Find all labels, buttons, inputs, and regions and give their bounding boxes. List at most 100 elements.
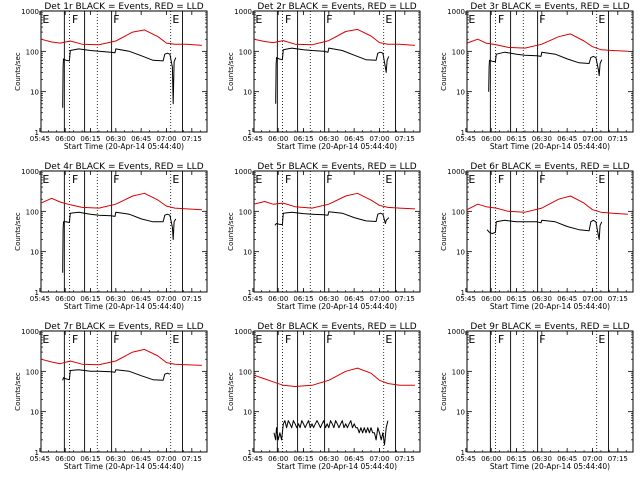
x-tick-label: 07:00 — [369, 295, 389, 303]
event-label: E — [172, 173, 179, 186]
y-tick-label: 100 — [26, 368, 39, 376]
x-tick-label: 06:30 — [106, 135, 126, 143]
y-tick-label: 100 — [239, 368, 252, 376]
x-tick-label: 06:30 — [532, 295, 552, 303]
x-tick-label: 06:15 — [293, 135, 313, 143]
x-tick-label: 07:00 — [369, 135, 389, 143]
x-tick-label: 06:45 — [344, 295, 364, 303]
y-tick-label: 100 — [26, 208, 39, 216]
y-tick-label: 1000 — [447, 328, 465, 336]
y-tick-label: 1000 — [447, 168, 465, 176]
x-axis-label: Start Time (20-Apr-14 05:44:40) — [277, 462, 397, 471]
x-tick-label: 06:30 — [532, 135, 552, 143]
x-tick-label: 06:15 — [506, 455, 526, 463]
x-tick-label: 06:45 — [557, 295, 577, 303]
event-label: F — [113, 173, 119, 186]
y-tick-label: 1 — [35, 289, 39, 297]
x-tick-label: 07:15 — [608, 295, 628, 303]
y-tick-label: 1 — [461, 289, 465, 297]
lld-series-line — [253, 192, 415, 210]
x-tick-label: 06:45 — [557, 455, 577, 463]
event-label: F — [539, 173, 545, 186]
panel-2: Det 2r BLACK = Events, RED = LLD 1 10 100 10… — [227, 2, 421, 151]
lld-series-line — [253, 28, 415, 46]
x-tick-label: 07:15 — [182, 135, 202, 143]
panel-8: Det 8r BLACK = Events, RED = LLD 1 10 100 10… — [227, 322, 421, 471]
event-label: E — [255, 333, 262, 346]
lld-series-line — [466, 33, 628, 52]
y-axis-label: Counts/sec — [227, 372, 235, 411]
panel-title: Det 8r BLACK = Events, RED = LLD — [257, 322, 416, 332]
x-tick-label: 07:00 — [156, 135, 176, 143]
y-tick-label: 100 — [239, 208, 252, 216]
x-tick-label: 07:15 — [182, 455, 202, 463]
event-label: F — [326, 333, 332, 346]
panel-5: Det 5r BLACK = Events, RED = LLD 1 10 100 10… — [227, 162, 421, 311]
y-tick-label: 1 — [35, 449, 39, 457]
x-tick-label: 06:00 — [268, 135, 288, 143]
event-label: F — [72, 173, 78, 186]
x-tick-label: 06:00 — [481, 135, 501, 143]
y-tick-label: 10 — [243, 89, 252, 97]
x-tick-label: 06:45 — [131, 295, 151, 303]
panel-title: Det 9r BLACK = Events, RED = LLD — [470, 322, 629, 332]
y-tick-label: 1000 — [234, 168, 252, 176]
x-axis-label: Start Time (20-Apr-14 05:44:40) — [277, 302, 397, 311]
y-tick-label: 1 — [35, 129, 39, 137]
x-tick-label: 06:45 — [557, 135, 577, 143]
x-tick-label: 07:15 — [182, 295, 202, 303]
event-label: F — [285, 173, 291, 186]
x-tick-label: 06:00 — [481, 295, 501, 303]
y-tick-label: 1000 — [447, 8, 465, 16]
panel-1: Det 1r BLACK = Events, RED = LLD 1 10 100 10… — [14, 2, 208, 151]
y-tick-label: 10 — [30, 89, 39, 97]
events-series-line — [62, 369, 171, 381]
y-tick-label: 1 — [248, 129, 252, 137]
x-tick-label: 06:00 — [268, 455, 288, 463]
y-axis-label: Counts/sec — [440, 212, 448, 251]
event-label: F — [498, 173, 504, 186]
x-tick-label: 06:15 — [80, 295, 100, 303]
y-tick-label: 100 — [26, 48, 39, 56]
event-label: E — [42, 173, 49, 186]
event-label: E — [42, 13, 49, 26]
y-axis-label: Counts/sec — [440, 52, 448, 91]
event-label: F — [498, 13, 504, 26]
event-label: E — [385, 333, 392, 346]
x-axis-label: Start Time (20-Apr-14 05:44:40) — [64, 142, 184, 151]
x-tick-label: 06:30 — [319, 455, 339, 463]
x-tick-label: 07:00 — [156, 455, 176, 463]
y-tick-label: 10 — [456, 409, 465, 417]
event-label: E — [468, 13, 475, 26]
panel-title: Det 5r BLACK = Events, RED = LLD — [257, 162, 416, 172]
x-tick-label: 07:00 — [582, 135, 602, 143]
x-tick-label: 07:15 — [395, 135, 415, 143]
panel-6: Det 6r BLACK = Events, RED = LLD 1 10 100 10… — [440, 162, 634, 311]
event-label: E — [468, 333, 475, 346]
y-tick-label: 10 — [456, 89, 465, 97]
y-tick-label: 100 — [239, 48, 252, 56]
x-tick-label: 06:45 — [344, 455, 364, 463]
x-axis-label: Start Time (20-Apr-14 05:44:40) — [64, 302, 184, 311]
x-axis-label: Start Time (20-Apr-14 05:44:40) — [490, 462, 610, 471]
y-tick-label: 1000 — [234, 328, 252, 336]
panel-title: Det 4r BLACK = Events, RED = LLD — [44, 162, 203, 172]
event-label: F — [113, 13, 119, 26]
event-label: E — [598, 333, 605, 346]
x-tick-label: 06:15 — [80, 135, 100, 143]
x-tick-label: 06:15 — [80, 455, 100, 463]
event-label: E — [42, 333, 49, 346]
event-label: E — [172, 13, 179, 26]
lld-series-line — [40, 348, 202, 366]
event-label: F — [72, 333, 78, 346]
x-tick-label: 06:30 — [532, 455, 552, 463]
x-tick-label: 07:00 — [156, 295, 176, 303]
event-label: E — [598, 173, 605, 186]
events-series-line — [275, 47, 390, 104]
x-axis-label: Start Time (20-Apr-14 05:44:40) — [490, 302, 610, 311]
x-tick-label: 05:45 — [30, 455, 50, 463]
panel-7: Det 7r BLACK = Events, RED = LLD 1 10 100 10… — [14, 322, 208, 471]
x-tick-label: 06:15 — [506, 135, 526, 143]
x-tick-label: 05:45 — [456, 295, 476, 303]
y-tick-label: 1 — [248, 449, 252, 457]
